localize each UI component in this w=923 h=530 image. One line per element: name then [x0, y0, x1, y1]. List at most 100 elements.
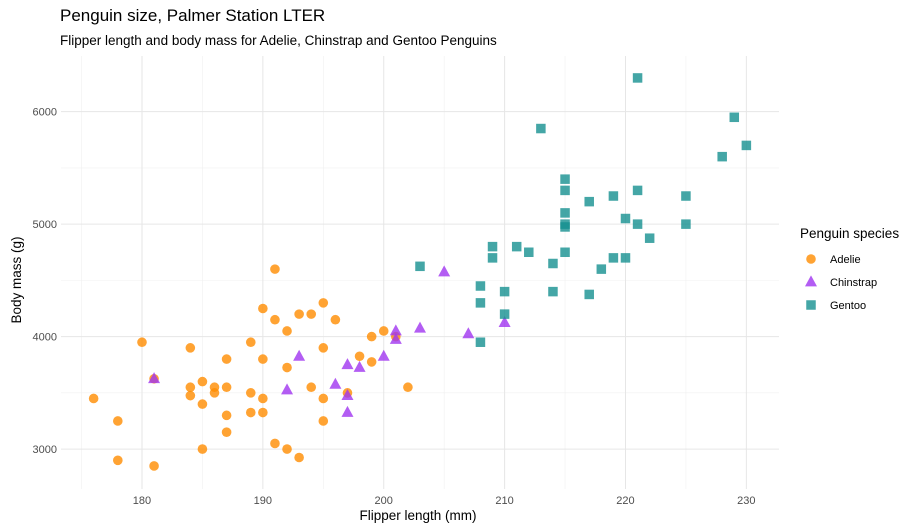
y-tick-label: 3000: [33, 444, 57, 456]
gentoo-point: [560, 185, 570, 196]
adelie-point: [113, 416, 123, 426]
adelie-point: [137, 337, 147, 348]
y-tick-label: 4000: [33, 332, 57, 344]
adelie-point: [149, 461, 159, 471]
adelie-legend-marker: [806, 254, 816, 264]
gentoo-point: [608, 191, 619, 201]
adelie-point: [294, 309, 304, 319]
gentoo-point: [475, 281, 486, 291]
adelie-point: [282, 326, 292, 336]
x-tick-label: 230: [737, 495, 755, 507]
gentoo-point: [415, 261, 425, 272]
adelie-point: [209, 388, 220, 398]
adelie-point: [197, 444, 208, 454]
chart-title: Penguin size, Palmer Station LTER: [60, 6, 326, 25]
adelie-point: [245, 407, 256, 418]
chinstrap-point: [281, 383, 294, 395]
adelie-point: [113, 455, 123, 466]
adelie-point: [403, 382, 413, 393]
adelie-point: [318, 393, 329, 404]
adelie-point: [318, 416, 329, 426]
adelie-point: [378, 326, 389, 336]
gentoo-point: [475, 337, 486, 347]
gentoo-point: [596, 264, 607, 274]
adelie-point: [270, 264, 280, 274]
y-tick-label: 6000: [33, 107, 57, 119]
adelie-point: [221, 427, 232, 438]
data-points: [88, 73, 752, 471]
gentoo-point: [560, 174, 570, 184]
chinstrap-point: [293, 349, 306, 361]
gentoo-legend-marker: [806, 300, 816, 310]
legend-title: Penguin species: [800, 226, 899, 241]
adelie-point: [258, 393, 268, 404]
grid-lines: [61, 56, 779, 489]
gentoo-point: [499, 286, 510, 297]
adelie-point: [245, 337, 256, 348]
gentoo-point: [632, 185, 643, 196]
x-axis-title: Flipper length (mm): [359, 508, 476, 523]
adelie-point: [354, 351, 365, 362]
legend-label-gentoo: Gentoo: [830, 300, 866, 312]
legend-item-adelie: Adelie: [806, 254, 861, 266]
chinstrap-point: [341, 389, 354, 401]
adelie-point: [185, 390, 196, 401]
chinstrap-point: [341, 405, 354, 417]
gentoo-point: [560, 222, 570, 232]
gentoo-point: [608, 253, 619, 263]
legend-item-gentoo: Gentoo: [806, 300, 866, 312]
legend-item-chinstrap: Chinstrap: [805, 275, 877, 289]
chinstrap-point: [329, 377, 342, 389]
chinstrap-point: [377, 349, 390, 361]
chinstrap-point: [389, 324, 402, 336]
x-tick-label: 200: [375, 495, 393, 507]
chinstrap-point: [462, 327, 475, 339]
gentoo-point: [632, 73, 643, 83]
adelie-point: [282, 362, 292, 373]
gentoo-point: [620, 213, 631, 224]
chinstrap-point: [148, 372, 161, 384]
series-chinstrap: [148, 265, 511, 417]
y-tick-label: 5000: [33, 219, 57, 231]
gentoo-point: [717, 151, 727, 162]
adelie-point: [221, 410, 232, 421]
x-tick-label: 220: [616, 495, 634, 507]
adelie-point: [282, 444, 292, 454]
gentoo-point: [511, 241, 522, 252]
adelie-point: [197, 399, 208, 409]
adelie-point: [258, 407, 268, 418]
gentoo-point: [487, 241, 498, 252]
adelie-point: [221, 354, 232, 364]
gentoo-point: [741, 140, 752, 151]
gentoo-point: [487, 253, 498, 263]
legend-label-adelie: Adelie: [830, 254, 861, 266]
gentoo-point: [584, 196, 594, 207]
adelie-point: [88, 393, 99, 404]
chinstrap-point: [498, 315, 511, 327]
gentoo-point: [536, 123, 546, 134]
adelie-point: [185, 343, 196, 353]
adelie-point: [306, 309, 317, 319]
x-tick-label: 210: [495, 495, 513, 507]
adelie-point: [270, 438, 280, 449]
adelie-point: [270, 314, 280, 325]
gentoo-point: [499, 309, 510, 319]
adelie-point: [245, 388, 256, 398]
adelie-point: [366, 357, 377, 367]
gentoo-point: [560, 208, 570, 218]
gentoo-point: [548, 286, 558, 297]
gentoo-point: [560, 247, 570, 258]
chinstrap-point: [341, 358, 354, 370]
x-tick-label: 190: [254, 495, 272, 507]
adelie-point: [294, 452, 304, 463]
adelie-point: [221, 382, 232, 393]
gentoo-point: [620, 253, 631, 263]
chinstrap-point: [414, 321, 426, 333]
y-axis-title: Body mass (g): [9, 236, 24, 323]
gentoo-point: [584, 289, 594, 300]
gentoo-point: [644, 233, 655, 243]
gentoo-point: [524, 247, 534, 258]
chinstrap-point: [438, 265, 451, 277]
adelie-point: [258, 303, 268, 314]
